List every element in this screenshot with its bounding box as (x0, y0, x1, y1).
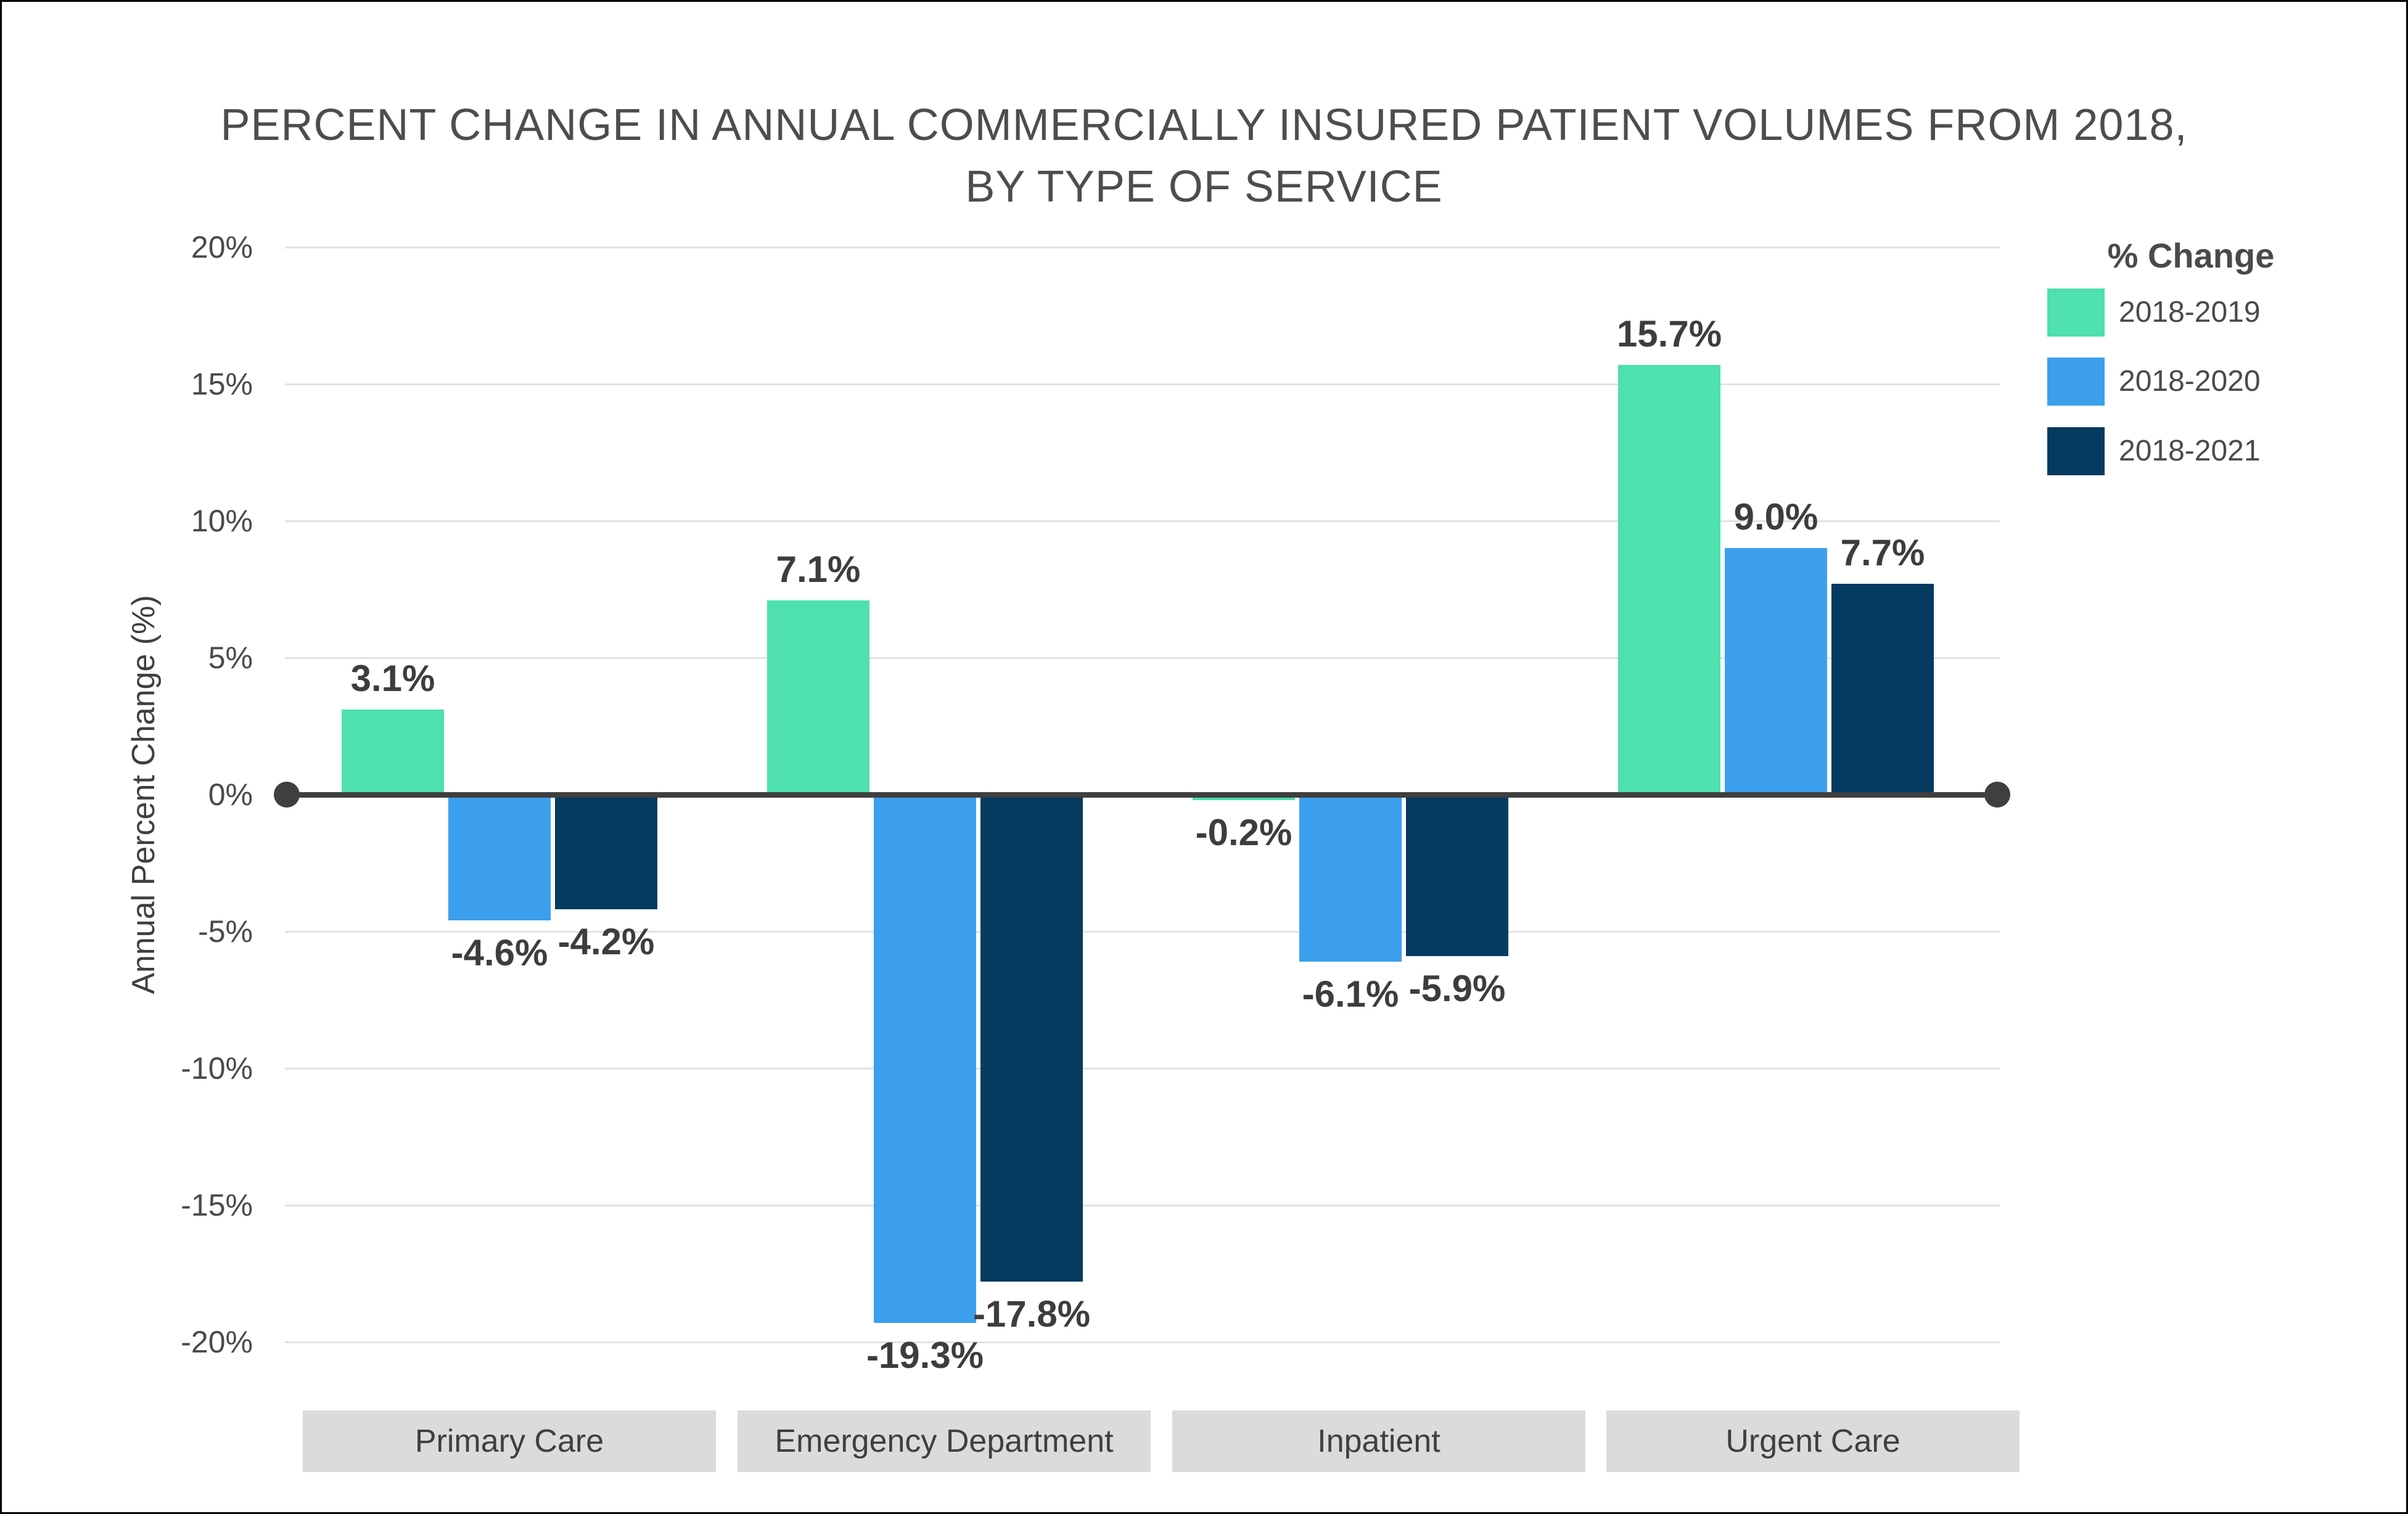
y-tick-label: -20% (181, 1325, 253, 1359)
gridline (285, 383, 2000, 385)
zero-axis-line (287, 792, 1997, 798)
legend-swatch-2018-2019 (2047, 288, 2105, 337)
y-tick-label: 5% (208, 640, 253, 675)
bar-2018-2021-Urgent Care (1831, 584, 1934, 795)
value-label: -4.2% (557, 921, 655, 963)
bar-2018-2020-Emergency Department (874, 795, 976, 1323)
y-tick-label: 10% (191, 504, 253, 538)
y-tick-label: -10% (181, 1051, 253, 1086)
legend-item-label: 2018-2021 (2119, 435, 2261, 467)
y-tick-label: 15% (191, 367, 253, 401)
legend-title: % Change (2107, 236, 2275, 275)
gridline (285, 931, 2000, 933)
bar-2018-2020-Primary Care (448, 795, 551, 921)
gridline (285, 1205, 2000, 1206)
chart-title-line2: BY TYPE OF SERVICE (965, 162, 1443, 211)
bar-2018-2019-Primary Care (342, 710, 444, 795)
zero-axis-right-dot (1984, 782, 2010, 808)
value-label: 3.1% (350, 658, 435, 700)
value-label: -19.3% (866, 1334, 984, 1376)
value-label: 7.7% (1840, 532, 1925, 574)
y-tick-label: -15% (181, 1188, 253, 1222)
category-label: Inpatient (1172, 1410, 1585, 1472)
category-label: Urgent Care (1606, 1410, 2020, 1472)
value-label: -6.1% (1302, 973, 1399, 1015)
gridline (285, 247, 2000, 248)
legend-swatch-2018-2020 (2047, 358, 2105, 406)
y-tick-label: -5% (198, 914, 253, 949)
value-label: 9.0% (1733, 496, 1818, 538)
zero-axis-left-dot (274, 782, 300, 808)
value-label: -0.2% (1195, 811, 1292, 853)
chart-title: PERCENT CHANGE IN ANNUAL COMMERCIALLY IN… (2, 94, 2406, 218)
chart-title-line1: PERCENT CHANGE IN ANNUAL COMMERCIALLY IN… (220, 100, 2188, 150)
legend-swatch-2018-2021 (2047, 427, 2105, 475)
gridline (285, 1341, 2000, 1343)
y-tick-label: 0% (208, 777, 253, 812)
bar-2018-2021-Emergency Department (980, 795, 1083, 1282)
category-label: Emergency Department (738, 1410, 1151, 1472)
value-label: -17.8% (972, 1293, 1091, 1335)
gridline (285, 520, 2000, 522)
bar-2018-2019-Emergency Department (767, 600, 869, 795)
bar-2018-2021-Primary Care (555, 795, 657, 910)
value-label: -4.6% (451, 932, 548, 974)
value-label: 7.1% (776, 548, 861, 590)
legend-item-label: 2018-2020 (2119, 365, 2261, 398)
bar-2018-2019-Urgent Care (1618, 364, 1720, 795)
value-label: 15.7% (1616, 313, 1722, 354)
y-tick-label: 20% (191, 230, 253, 264)
bar-2018-2021-Inpatient (1406, 795, 1508, 956)
legend-item-label: 2018-2019 (2119, 296, 2261, 329)
category-label: Primary Care (303, 1410, 716, 1472)
bar-2018-2020-Urgent Care (1725, 548, 1827, 795)
gridline (285, 1068, 2000, 1070)
gridline (285, 657, 2000, 659)
value-label: -5.9% (1408, 967, 1506, 1009)
bar-2018-2020-Inpatient (1299, 795, 1402, 962)
